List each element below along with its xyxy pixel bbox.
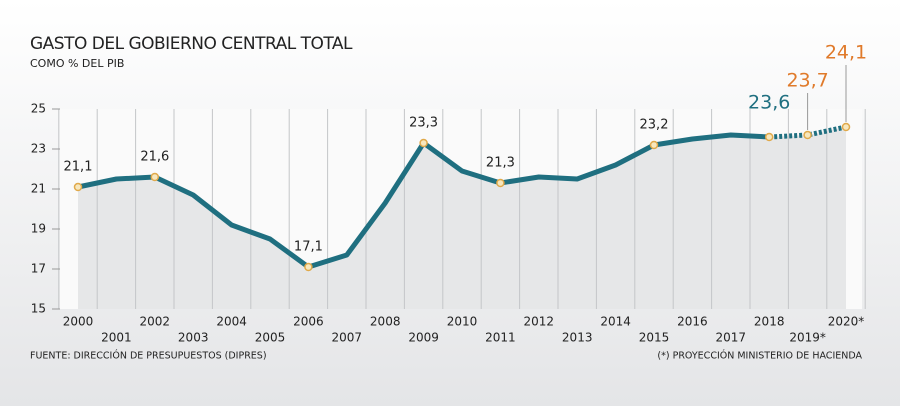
x-tick-label: 2019* bbox=[789, 331, 826, 345]
x-tick-label: 2013 bbox=[562, 331, 593, 345]
area bbox=[78, 127, 846, 309]
marker bbox=[764, 132, 774, 142]
x-tick-label: 2011 bbox=[485, 331, 516, 345]
chart-subtitle: COMO % DEL PIB bbox=[30, 57, 124, 70]
x-tick-label: 2009 bbox=[408, 331, 439, 345]
value-label: 17,1 bbox=[294, 240, 323, 255]
marker bbox=[496, 178, 505, 188]
x-tick-label: 2016 bbox=[677, 315, 708, 329]
value-label: 21,1 bbox=[64, 160, 93, 175]
value-label: 23,6 bbox=[748, 92, 790, 114]
source: FUENTE: DIRECCIÓN DE PRESUPUESTOS (DIPRE… bbox=[30, 350, 267, 362]
y-tick-label: 25 bbox=[31, 102, 46, 116]
x-tick-label: 2012 bbox=[524, 315, 555, 329]
y-tick-label: 17 bbox=[31, 262, 46, 276]
note: (*) PROYECCIÓN MINISTERIO DE HACIENDA bbox=[657, 350, 862, 362]
marker bbox=[649, 140, 659, 150]
y-tick-label: 23 bbox=[31, 142, 46, 156]
x-tick-label: 2007 bbox=[332, 331, 363, 345]
x-tick-label: 2006 bbox=[293, 315, 324, 329]
marker bbox=[803, 130, 812, 140]
x-tick-label: 2015 bbox=[639, 331, 670, 345]
x-tick-label: 2010 bbox=[447, 315, 478, 329]
marker bbox=[841, 122, 851, 132]
x-tick-label: 2004 bbox=[216, 315, 247, 329]
value-label: 23,3 bbox=[409, 116, 438, 131]
x-tick-label: 2001 bbox=[101, 331, 132, 345]
x-tick-label: 2017 bbox=[716, 331, 747, 345]
value-label: 21,6 bbox=[140, 150, 169, 165]
marker bbox=[150, 172, 160, 182]
x-tick-label: 2014 bbox=[600, 315, 631, 329]
marker bbox=[304, 262, 313, 272]
chart-title: GASTO DEL GOBIERNO CENTRAL TOTAL bbox=[30, 34, 353, 54]
x-tick-label: 2005 bbox=[255, 331, 286, 345]
y-tick-label: 19 bbox=[31, 222, 46, 236]
x-tick-label: 2008 bbox=[370, 315, 401, 329]
value-label: 23,2 bbox=[640, 118, 669, 133]
x-tick-label: 2000 bbox=[63, 315, 94, 329]
value-label: 21,3 bbox=[486, 156, 515, 171]
value-label: 24,1 bbox=[825, 42, 867, 64]
x-tick-label: 2020* bbox=[828, 315, 865, 329]
y-tick-label: 15 bbox=[31, 302, 46, 316]
value-label: 23,7 bbox=[786, 70, 828, 92]
x-tick-label: 2003 bbox=[178, 331, 209, 345]
marker bbox=[73, 182, 83, 192]
x-tick-label: 2018 bbox=[754, 315, 785, 329]
x-tick-label: 2002 bbox=[140, 315, 171, 329]
marker bbox=[419, 138, 428, 148]
y-tick-label: 21 bbox=[31, 182, 46, 196]
projection-line bbox=[769, 124, 847, 140]
